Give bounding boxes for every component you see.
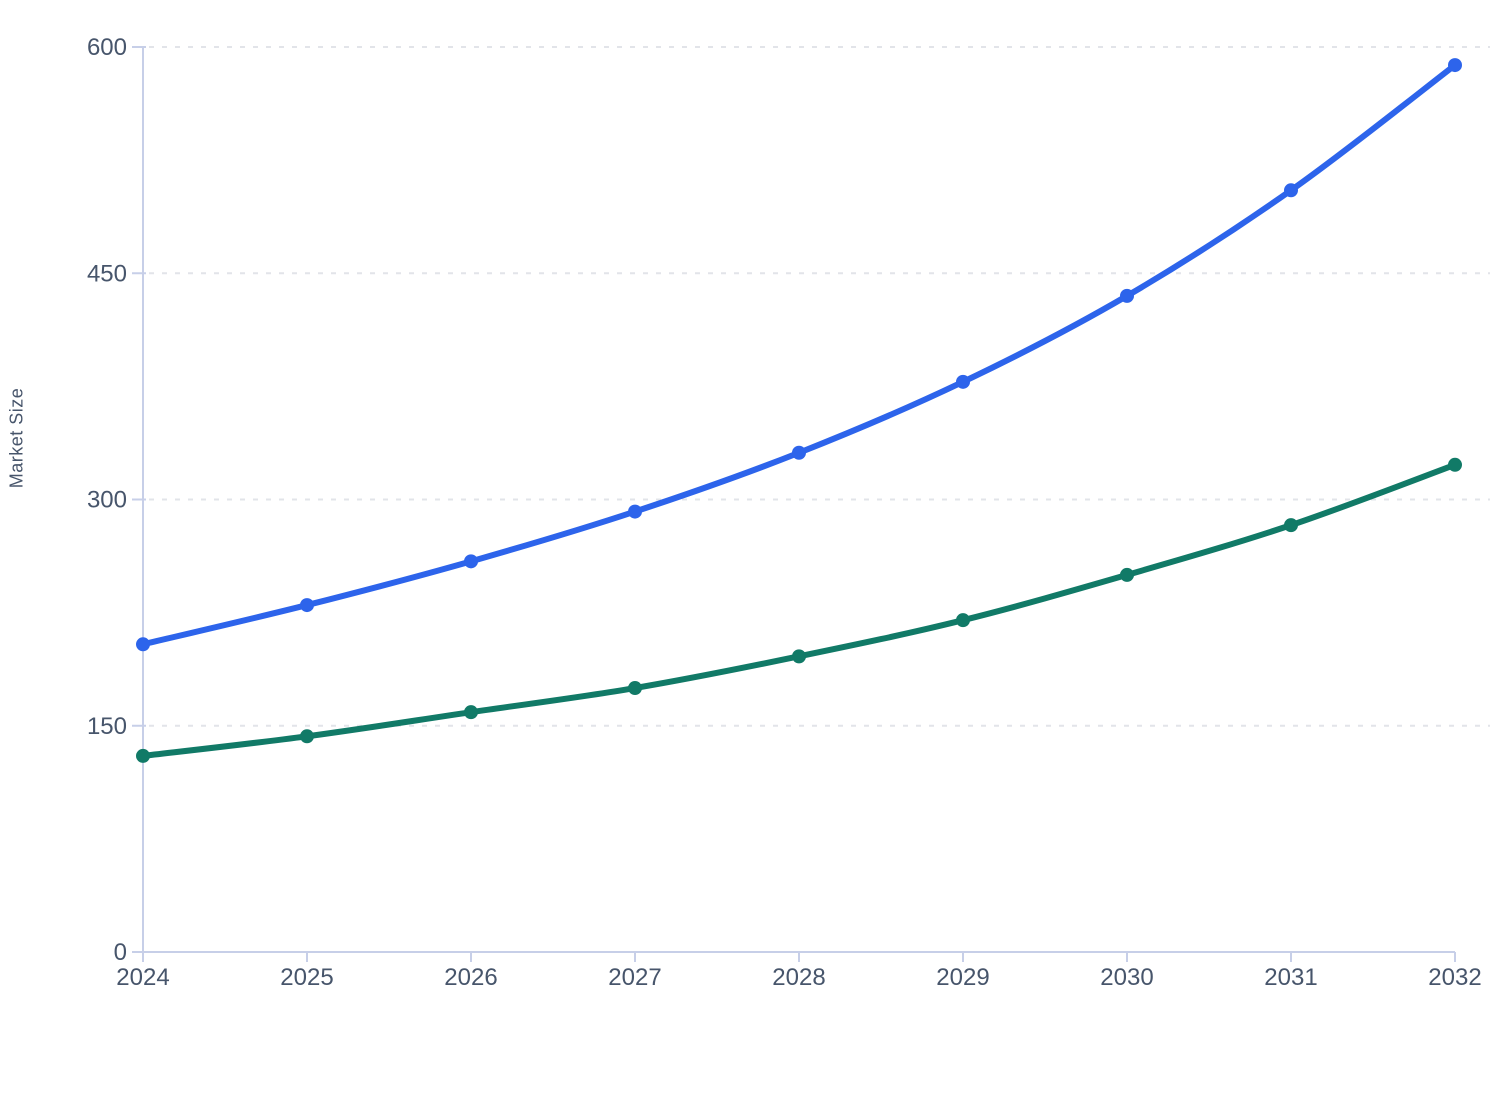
data-point-blue-series: [1448, 58, 1462, 73]
data-point-blue-series: [956, 374, 970, 389]
x-tick-label: 2031: [1264, 964, 1317, 991]
data-point-green-series: [792, 649, 806, 664]
y-axis-title: Market Size: [6, 387, 27, 489]
x-tick-label: 2029: [936, 964, 989, 991]
data-point-green-series: [1448, 457, 1462, 472]
x-tick-label: 2025: [280, 964, 333, 991]
x-tick-label: 2028: [772, 964, 825, 991]
x-tick-label: 2030: [1100, 964, 1153, 991]
data-point-green-series: [1120, 567, 1134, 582]
data-point-blue-series: [136, 637, 150, 652]
y-tick-label: 300: [87, 487, 127, 514]
x-tick-label: 2032: [1428, 964, 1481, 991]
data-point-blue-series: [300, 598, 314, 613]
x-tick-label: 2026: [444, 964, 497, 991]
data-point-blue-series: [464, 554, 478, 569]
data-point-green-series: [1284, 518, 1298, 533]
y-tick-label: 0: [114, 939, 127, 966]
y-tick-label: 450: [87, 260, 127, 287]
series-line-blue-series: [140, 62, 1458, 648]
data-point-green-series: [464, 705, 478, 720]
data-point-green-series: [300, 729, 314, 744]
data-point-blue-series: [1120, 288, 1134, 303]
data-point-blue-series: [1284, 183, 1298, 198]
data-point-green-series: [956, 613, 970, 628]
y-tick-label: 600: [87, 34, 127, 61]
y-tick-label: 150: [87, 713, 127, 740]
data-point-blue-series: [628, 504, 642, 519]
data-point-green-series: [136, 748, 150, 763]
x-tick-label: 2024: [116, 964, 169, 991]
data-point-blue-series: [792, 445, 806, 460]
x-tick-label: 2027: [608, 964, 661, 991]
data-point-green-series: [628, 681, 642, 696]
series-line-green-series: [140, 461, 1458, 759]
